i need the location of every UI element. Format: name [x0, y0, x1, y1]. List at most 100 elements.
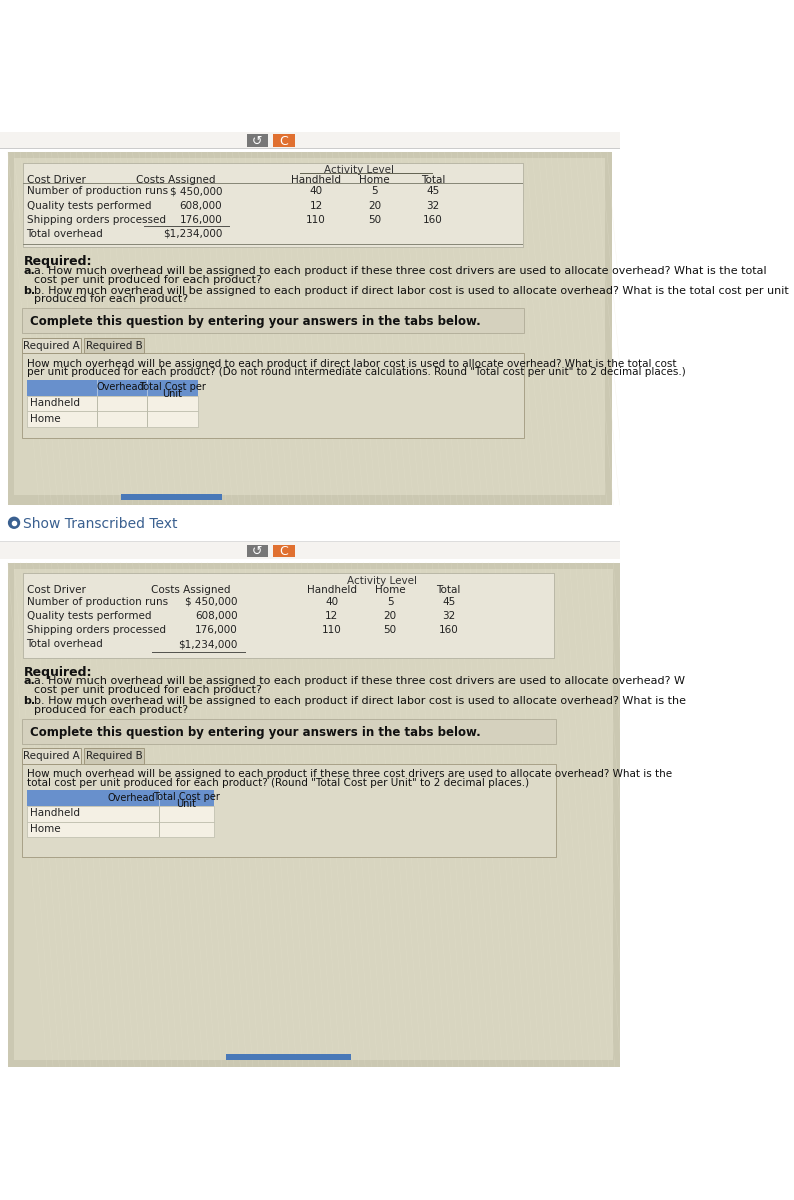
Bar — [8, 152, 611, 505]
Text: Total: Total — [421, 175, 445, 185]
Text: a. How much overhead will be assigned to each product if these three cost driver: a. How much overhead will be assigned to… — [33, 677, 684, 686]
Text: Required:: Required: — [23, 256, 92, 268]
Text: b.: b. — [23, 286, 36, 295]
Text: 40: 40 — [310, 186, 322, 197]
Text: 12: 12 — [325, 611, 338, 620]
Bar — [22, 354, 524, 438]
Text: Home: Home — [375, 586, 406, 595]
Text: Total overhead: Total overhead — [26, 229, 103, 239]
Bar — [23, 163, 522, 247]
Text: Cost Driver: Cost Driver — [26, 175, 86, 185]
Text: $ 450,000: $ 450,000 — [186, 596, 238, 607]
Text: 110: 110 — [306, 215, 326, 224]
Text: Handheld: Handheld — [29, 809, 79, 818]
Text: Overhead: Overhead — [107, 793, 155, 803]
Text: Home: Home — [29, 824, 60, 834]
Text: Required A: Required A — [23, 341, 80, 350]
Text: 5: 5 — [372, 186, 378, 197]
Bar — [26, 396, 198, 412]
Text: Costs Assigned: Costs Assigned — [136, 175, 215, 185]
Text: $1,234,000: $1,234,000 — [163, 229, 222, 239]
Bar — [8, 563, 619, 1067]
Bar — [84, 749, 144, 764]
Text: a.: a. — [23, 266, 35, 276]
Text: b. How much overhead will be assigned to each product if direct labor cost is us: b. How much overhead will be assigned to… — [33, 696, 685, 706]
Bar — [0, 542, 619, 559]
Text: Home: Home — [29, 414, 60, 424]
Text: Activity Level: Activity Level — [347, 576, 418, 586]
Text: Number of production runs: Number of production runs — [26, 596, 168, 607]
Text: Total Cost per: Total Cost per — [139, 382, 206, 391]
Bar — [0, 132, 619, 149]
Bar — [247, 134, 268, 146]
Bar — [26, 822, 214, 838]
Text: 176,000: 176,000 — [195, 625, 238, 635]
Text: Required B: Required B — [86, 751, 142, 761]
Text: produced for each product?: produced for each product? — [33, 704, 187, 714]
Text: Costs Assigned: Costs Assigned — [152, 586, 231, 595]
Text: Activity Level: Activity Level — [324, 166, 394, 175]
Text: cost per unit produced for each product?: cost per unit produced for each product? — [33, 275, 261, 284]
Text: ↺: ↺ — [252, 545, 263, 558]
Text: per unit produced for each product? (Do not round intermediate calculations. Rou: per unit produced for each product? (Do … — [26, 367, 685, 378]
Text: b.: b. — [23, 696, 36, 706]
Text: 32: 32 — [426, 200, 440, 210]
Text: 50: 50 — [384, 625, 397, 635]
Bar — [226, 1054, 351, 1061]
Text: 32: 32 — [442, 611, 455, 620]
Text: Unit: Unit — [176, 799, 196, 809]
Text: Cost Driver: Cost Driver — [26, 586, 86, 595]
Bar — [273, 545, 295, 557]
Text: Handheld: Handheld — [306, 586, 357, 595]
Text: C: C — [279, 545, 288, 558]
Text: 40: 40 — [325, 596, 338, 607]
Text: 608,000: 608,000 — [195, 611, 238, 620]
Text: $1,234,000: $1,234,000 — [179, 640, 238, 649]
Text: 20: 20 — [384, 611, 397, 620]
Bar — [22, 719, 556, 744]
Bar — [26, 412, 198, 427]
Text: 110: 110 — [322, 625, 341, 635]
Text: Handheld: Handheld — [29, 398, 79, 408]
Text: Shipping orders processed: Shipping orders processed — [26, 625, 165, 635]
Text: Required:: Required: — [23, 666, 92, 678]
Bar — [14, 569, 613, 1061]
Text: 45: 45 — [442, 596, 455, 607]
Bar — [23, 574, 554, 658]
Bar — [247, 545, 268, 557]
Text: 12: 12 — [310, 200, 322, 210]
Bar — [273, 134, 295, 146]
Bar — [22, 338, 81, 354]
Text: How much overhead will be assigned to each product if direct labor cost is used : How much overhead will be assigned to ea… — [26, 359, 676, 368]
Text: Total: Total — [437, 586, 461, 595]
Text: How much overhead will be assigned to each product if these three cost drivers a: How much overhead will be assigned to ea… — [26, 769, 672, 779]
Text: Number of production runs: Number of production runs — [26, 186, 168, 197]
Text: Quality tests performed: Quality tests performed — [26, 200, 151, 210]
Text: 176,000: 176,000 — [179, 215, 222, 224]
Text: cost per unit produced for each product?: cost per unit produced for each product? — [33, 685, 261, 695]
Bar — [14, 158, 606, 496]
Bar — [26, 806, 214, 822]
Text: 50: 50 — [368, 215, 381, 224]
Text: Required B: Required B — [86, 341, 142, 350]
Bar — [26, 791, 214, 806]
Text: ↺: ↺ — [252, 134, 263, 148]
Bar — [22, 749, 81, 764]
Bar — [26, 380, 198, 396]
Text: Total Cost per: Total Cost per — [153, 792, 220, 802]
Circle shape — [9, 517, 20, 528]
Text: b. How much overhead will be assigned to each product if direct labor cost is us: b. How much overhead will be assigned to… — [33, 286, 788, 295]
Text: 20: 20 — [368, 200, 381, 210]
Text: 608,000: 608,000 — [179, 200, 222, 210]
Text: Show Transcribed Text: Show Transcribed Text — [23, 517, 178, 532]
Text: Shipping orders processed: Shipping orders processed — [26, 215, 165, 224]
Text: $ 450,000: $ 450,000 — [170, 186, 222, 197]
Text: 5: 5 — [387, 596, 394, 607]
Text: Unit: Unit — [163, 389, 183, 398]
Text: a. How much overhead will be assigned to each product if these three cost driver: a. How much overhead will be assigned to… — [33, 266, 766, 276]
Text: a.: a. — [23, 677, 35, 686]
Text: C: C — [279, 134, 288, 148]
Text: Home: Home — [359, 175, 390, 185]
Text: Total overhead: Total overhead — [26, 640, 103, 649]
Text: 160: 160 — [439, 625, 458, 635]
